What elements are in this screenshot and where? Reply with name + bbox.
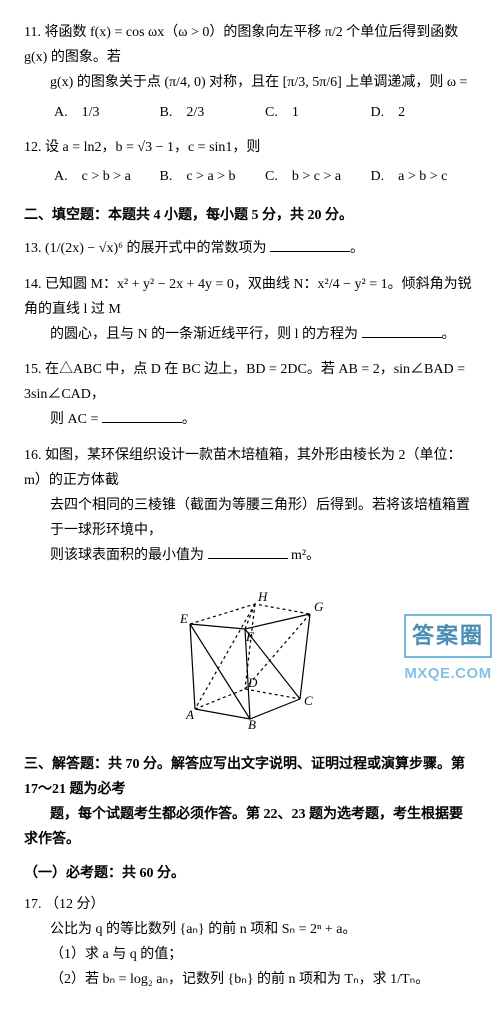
section-2-heading: 二、填空题：本题共 4 小题，每小题 5 分，共 20 分。	[24, 203, 476, 228]
question-15: 15. 在△ABC 中，点 D 在 BC 边上，BD = 2DC。若 AB = …	[24, 357, 476, 433]
label-E: E	[179, 611, 188, 626]
q17-pts: （12 分）	[45, 897, 105, 912]
q15-line2: 则 AC =	[50, 412, 98, 427]
edge-GC	[300, 614, 310, 699]
q16-blank	[208, 544, 288, 559]
q16-line3: 则该球表面积的最小值为	[50, 548, 204, 563]
q14-blank	[362, 323, 442, 338]
q13-blank	[270, 237, 350, 252]
q17-num: 17.	[24, 897, 42, 912]
edge-top-back	[190, 604, 310, 624]
q17-p2: （2）若 bₙ = log₂ aₙ，记数列 {bₙ} 的前 n 项和为 Tₙ，求…	[50, 967, 476, 992]
q16-line1: 如图，某环保组织设计一款苗木培植箱，其外形由棱长为 2（单位：m）的正方体截	[24, 448, 462, 488]
watermark-bottom: MXQE.COM	[404, 660, 492, 687]
q13-text: (1/(2x) − √x)⁶ 的展开式中的常数项为	[45, 241, 267, 256]
edge-bottom-back	[195, 689, 300, 709]
section3-line1: 三、解答题：共 70 分。解答应写出文字说明、证明过程或演算步骤。第 17～21…	[24, 757, 465, 797]
q11-choice-d: D. 2	[371, 100, 477, 125]
q13-num: 13.	[24, 241, 42, 256]
q12-choice-c: C. b > c > a	[265, 164, 371, 189]
q11-choice-a: A. 1/3	[54, 100, 160, 125]
q14-num: 14.	[24, 277, 42, 292]
section-3-heading: 三、解答题：共 70 分。解答应写出文字说明、证明过程或演算步骤。第 17～21…	[24, 752, 476, 853]
label-H: H	[257, 589, 268, 604]
q16-num: 16.	[24, 448, 42, 463]
q15-blank	[102, 408, 182, 423]
label-F: F	[245, 629, 255, 644]
label-B: B	[248, 717, 256, 729]
q14-line2: 的圆心，且与 N 的一条渐近线平行，则 l 的方程为	[50, 327, 358, 342]
q11-choices: A. 1/3 B. 2/3 C. 1 D. 2	[54, 100, 476, 125]
q11-choice-b: B. 2/3	[160, 100, 266, 125]
watermark: 答案圈 MXQE.COM	[404, 614, 492, 687]
label-D: D	[247, 675, 258, 690]
question-12: 12. 设 a = ln2，b = √3 − 1，c = sin1，则 A. c…	[24, 135, 476, 189]
q15-num: 15.	[24, 362, 42, 377]
q12-choice-d: D. a > b > c	[371, 164, 477, 189]
label-G: G	[314, 599, 324, 614]
q11-choice-c: C. 1	[265, 100, 371, 125]
section3-line2: 题，每个试题考生都必须作答。第 22、23 题为选考题，考生根据要求作答。	[24, 807, 463, 847]
q12-text: 设 a = ln2，b = √3 − 1，c = sin1，则	[45, 140, 260, 155]
question-14: 14. 已知圆 M：x² + y² − 2x + 4y = 0，双曲线 N：x²…	[24, 272, 476, 348]
q11-num: 11.	[24, 25, 41, 40]
q17-p1: （1）求 a 与 q 的值；	[50, 942, 476, 967]
edge-EB	[190, 624, 250, 719]
q12-choice-b: B. c > a > b	[160, 164, 266, 189]
question-16: 16. 如图，某环保组织设计一款苗木培植箱，其外形由棱长为 2（单位：m）的正方…	[24, 443, 476, 569]
watermark-top: 答案圈	[404, 614, 492, 658]
question-11: 11. 将函数 f(x) = cos ωx（ω > 0）的图象向左平移 π/2 …	[24, 20, 476, 125]
q16-unit: m²。	[291, 548, 320, 563]
q12-choices: A. c > b > a B. c > a > b C. b > c > a D…	[54, 164, 476, 189]
q16-line2: 去四个相同的三棱锥（截面为等腰三角形）后得到。若将该培植箱置于一球形环境中，	[50, 493, 476, 543]
q17-text: 公比为 q 的等比数列 {aₙ} 的前 n 项和 Sₙ = 2ⁿ + a。	[50, 917, 476, 942]
question-17: 17. （12 分） 公比为 q 的等比数列 {aₙ} 的前 n 项和 Sₙ =…	[24, 892, 476, 993]
label-A: A	[185, 707, 194, 722]
edge-EA	[190, 624, 195, 709]
q14-line1: 已知圆 M：x² + y² − 2x + 4y = 0，双曲线 N：x²/4 −…	[24, 277, 472, 317]
question-13: 13. (1/(2x) − √x)⁶ 的展开式中的常数项为 。	[24, 236, 476, 261]
polyhedron-svg: E F G H A B C D	[160, 579, 340, 729]
q11-line1: 将函数 f(x) = cos ωx（ω > 0）的图象向左平移 π/2 个单位后…	[24, 25, 458, 65]
q12-choice-a: A. c > b > a	[54, 164, 160, 189]
q12-num: 12.	[24, 140, 42, 155]
q15-line1: 在△ABC 中，点 D 在 BC 边上，BD = 2DC。若 AB = 2，si…	[24, 362, 465, 402]
q11-line2: g(x) 的图象关于点 (π/4, 0) 对称，且在 [π/3, 5π/6] 上…	[50, 70, 476, 95]
subsection-heading: （一）必考题：共 60 分。	[24, 861, 476, 886]
